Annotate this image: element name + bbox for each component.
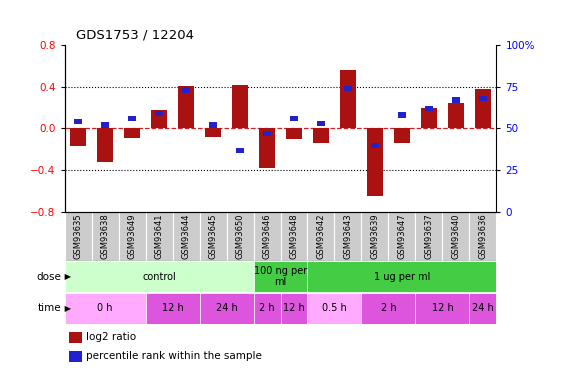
- Bar: [263, 131, 271, 136]
- Bar: [470, 212, 496, 261]
- Bar: [200, 293, 254, 324]
- Bar: [475, 89, 491, 128]
- Bar: [371, 142, 379, 148]
- Bar: [173, 212, 200, 261]
- Bar: [280, 212, 307, 261]
- Text: log2 ratio: log2 ratio: [86, 333, 136, 342]
- Text: 2 h: 2 h: [381, 303, 396, 313]
- Text: GSM93643: GSM93643: [343, 213, 352, 259]
- Text: GSM93640: GSM93640: [452, 213, 461, 259]
- Text: GSM93636: GSM93636: [479, 213, 488, 259]
- Bar: [313, 128, 329, 143]
- Bar: [236, 147, 244, 153]
- Bar: [178, 86, 194, 128]
- Bar: [452, 98, 460, 103]
- Text: GSM93650: GSM93650: [236, 213, 245, 259]
- Text: dose: dose: [37, 272, 62, 282]
- Bar: [145, 212, 173, 261]
- Bar: [118, 212, 145, 261]
- Text: GSM93648: GSM93648: [289, 213, 298, 259]
- Bar: [290, 116, 298, 121]
- Text: time: time: [38, 303, 62, 313]
- Text: 24 h: 24 h: [215, 303, 237, 313]
- Bar: [65, 212, 91, 261]
- Text: percentile rank within the sample: percentile rank within the sample: [86, 351, 262, 361]
- Bar: [155, 111, 163, 116]
- Bar: [65, 293, 145, 324]
- Bar: [394, 128, 410, 143]
- Bar: [205, 128, 221, 137]
- Text: ▶: ▶: [62, 304, 71, 313]
- Text: GSM93644: GSM93644: [182, 213, 191, 259]
- Text: GSM93649: GSM93649: [127, 213, 136, 259]
- Text: GDS1753 / 12204: GDS1753 / 12204: [76, 28, 194, 41]
- Bar: [361, 212, 388, 261]
- Bar: [70, 128, 86, 146]
- Bar: [317, 121, 325, 126]
- Bar: [344, 86, 352, 91]
- Text: 12 h: 12 h: [162, 303, 183, 313]
- Bar: [74, 119, 82, 124]
- Text: GSM93646: GSM93646: [263, 213, 272, 259]
- Bar: [151, 110, 167, 128]
- Bar: [416, 212, 443, 261]
- Text: 0.5 h: 0.5 h: [322, 303, 347, 313]
- Text: 100 ng per
ml: 100 ng per ml: [254, 266, 307, 287]
- Bar: [367, 128, 383, 196]
- Bar: [448, 104, 464, 128]
- Bar: [286, 128, 302, 139]
- Bar: [416, 293, 470, 324]
- Bar: [470, 293, 496, 324]
- Bar: [389, 212, 416, 261]
- Bar: [340, 70, 356, 128]
- Bar: [425, 106, 433, 111]
- Text: GSM93638: GSM93638: [100, 213, 109, 259]
- Bar: [128, 116, 136, 121]
- Text: ▶: ▶: [62, 272, 71, 281]
- Bar: [259, 128, 275, 168]
- Bar: [91, 212, 118, 261]
- Bar: [124, 128, 140, 138]
- Text: GSM93645: GSM93645: [209, 213, 218, 259]
- Bar: [254, 261, 307, 292]
- Bar: [398, 112, 406, 118]
- Text: GSM93635: GSM93635: [73, 213, 82, 259]
- Bar: [307, 293, 361, 324]
- Text: 24 h: 24 h: [472, 303, 494, 313]
- Bar: [209, 123, 217, 128]
- Bar: [254, 212, 280, 261]
- Text: GSM93639: GSM93639: [370, 213, 379, 259]
- Bar: [97, 128, 113, 162]
- Bar: [227, 212, 254, 261]
- Bar: [69, 351, 82, 362]
- Text: 12 h: 12 h: [283, 303, 305, 313]
- Bar: [254, 293, 280, 324]
- Bar: [200, 212, 227, 261]
- Text: 1 ug per ml: 1 ug per ml: [374, 272, 430, 282]
- Text: 12 h: 12 h: [431, 303, 453, 313]
- Bar: [421, 108, 437, 128]
- Text: GSM93637: GSM93637: [425, 213, 434, 259]
- Text: control: control: [142, 272, 176, 282]
- Bar: [232, 85, 248, 128]
- Bar: [307, 261, 496, 292]
- Bar: [361, 293, 416, 324]
- Bar: [65, 261, 254, 292]
- Bar: [145, 293, 200, 324]
- Text: GSM93642: GSM93642: [316, 213, 325, 259]
- Bar: [443, 212, 470, 261]
- Bar: [182, 87, 190, 93]
- Bar: [280, 293, 307, 324]
- Text: 2 h: 2 h: [259, 303, 275, 313]
- Bar: [307, 212, 334, 261]
- Text: GSM93641: GSM93641: [154, 213, 163, 259]
- Text: 0 h: 0 h: [97, 303, 113, 313]
- Bar: [479, 96, 487, 101]
- Text: GSM93647: GSM93647: [398, 213, 407, 259]
- Bar: [69, 332, 82, 343]
- Bar: [334, 212, 361, 261]
- Bar: [101, 123, 109, 128]
